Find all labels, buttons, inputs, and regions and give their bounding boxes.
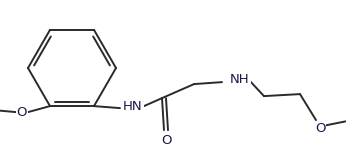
Text: NH: NH: [230, 73, 250, 86]
Text: O: O: [315, 122, 325, 135]
Text: O: O: [17, 106, 27, 119]
Text: HN: HN: [123, 100, 143, 113]
Text: O: O: [161, 134, 171, 147]
